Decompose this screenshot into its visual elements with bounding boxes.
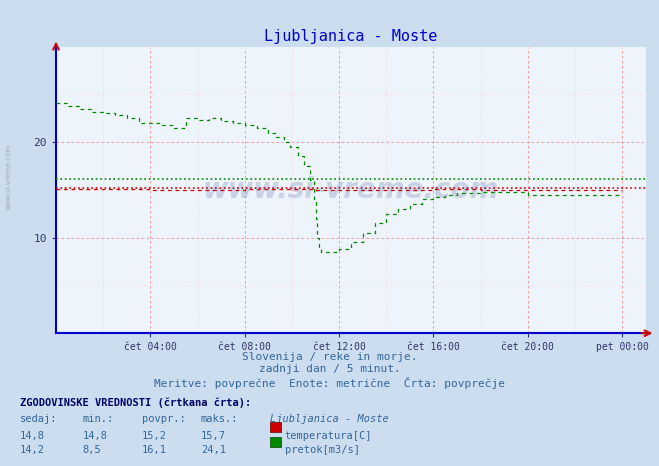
Title: Ljubljanica - Moste: Ljubljanica - Moste xyxy=(264,29,438,44)
Text: 15,7: 15,7 xyxy=(201,431,226,440)
Text: 8,5: 8,5 xyxy=(82,445,101,455)
Text: ZGODOVINSKE VREDNOSTI (črtkana črta):: ZGODOVINSKE VREDNOSTI (črtkana črta): xyxy=(20,397,251,408)
Text: 14,2: 14,2 xyxy=(20,445,45,455)
Text: Slovenija / reke in morje.: Slovenija / reke in morje. xyxy=(242,352,417,362)
Text: Ljubljanica - Moste: Ljubljanica - Moste xyxy=(270,414,389,424)
Text: 14,8: 14,8 xyxy=(20,431,45,440)
Text: min.:: min.: xyxy=(82,414,113,424)
Text: maks.:: maks.: xyxy=(201,414,239,424)
Text: 24,1: 24,1 xyxy=(201,445,226,455)
Text: www.si-vreme.com: www.si-vreme.com xyxy=(203,176,499,204)
Text: pretok[m3/s]: pretok[m3/s] xyxy=(285,445,360,455)
Text: Meritve: povprečne  Enote: metrične  Črta: povprečje: Meritve: povprečne Enote: metrične Črta:… xyxy=(154,377,505,390)
Text: zadnji dan / 5 minut.: zadnji dan / 5 minut. xyxy=(258,364,401,374)
Text: 16,1: 16,1 xyxy=(142,445,167,455)
Text: 14,8: 14,8 xyxy=(82,431,107,440)
Text: 15,2: 15,2 xyxy=(142,431,167,440)
Text: temperatura[C]: temperatura[C] xyxy=(285,431,372,440)
Text: sedaj:: sedaj: xyxy=(20,414,57,424)
Text: www.si-vreme.com: www.si-vreme.com xyxy=(5,144,12,210)
Text: povpr.:: povpr.: xyxy=(142,414,185,424)
